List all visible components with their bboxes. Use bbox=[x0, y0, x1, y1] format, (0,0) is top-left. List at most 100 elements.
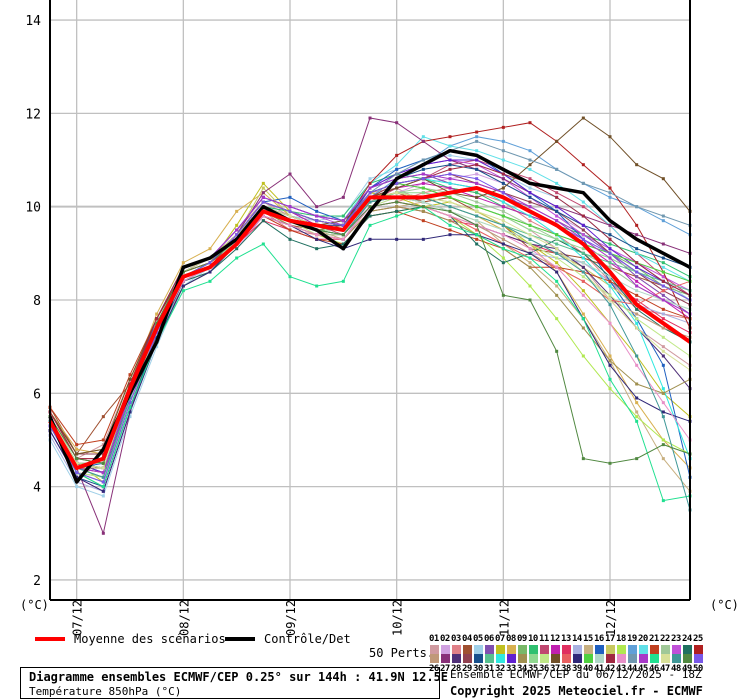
member-point bbox=[661, 391, 665, 395]
member-point bbox=[395, 205, 399, 209]
member-point bbox=[528, 219, 532, 223]
member-point bbox=[368, 186, 372, 190]
member-point bbox=[555, 261, 559, 265]
member-point bbox=[608, 191, 612, 195]
x-tick-label: 07/12 bbox=[71, 600, 85, 636]
member-point bbox=[581, 293, 585, 297]
member-point bbox=[635, 317, 639, 321]
member-point bbox=[368, 181, 372, 185]
member-point bbox=[635, 326, 639, 330]
member-point bbox=[528, 233, 532, 237]
member-point bbox=[448, 219, 452, 223]
member-point bbox=[555, 205, 559, 209]
member-point bbox=[501, 256, 505, 260]
member-swatch-50 bbox=[694, 654, 703, 663]
member-point bbox=[528, 167, 532, 171]
member-point bbox=[608, 298, 612, 302]
member-number: 07 bbox=[495, 634, 505, 644]
member-point bbox=[501, 191, 505, 195]
x-tick-label: 08/12 bbox=[177, 600, 191, 636]
member-point bbox=[368, 223, 372, 227]
member-point bbox=[501, 293, 505, 297]
member-point bbox=[288, 275, 292, 279]
member-number: 36 bbox=[539, 664, 549, 674]
member-point bbox=[395, 181, 399, 185]
member-point bbox=[635, 401, 639, 405]
member-number: 20 bbox=[638, 634, 648, 644]
member-number: 45 bbox=[638, 664, 648, 674]
control-legend-label: Contrôle/Det bbox=[264, 632, 351, 646]
member-point bbox=[555, 251, 559, 255]
y-tick-label: 12 bbox=[25, 107, 41, 122]
member-point bbox=[555, 349, 559, 353]
member-point bbox=[528, 242, 532, 246]
member-point bbox=[528, 237, 532, 241]
member-point bbox=[315, 219, 319, 223]
member-line-22 bbox=[49, 187, 691, 478]
member-point bbox=[635, 396, 639, 400]
member-point bbox=[608, 265, 612, 269]
member-swatch-19 bbox=[628, 645, 637, 654]
member-point bbox=[128, 410, 132, 414]
member-point bbox=[261, 214, 265, 218]
axes: 2 4 6 8 10 12 14 07/12 08/12 09/12 10/12 11/12 12/12 bbox=[25, 0, 691, 636]
chart-subtitle: Température 850hPa (°C) bbox=[29, 685, 182, 698]
y-tick-label: 2 bbox=[33, 574, 41, 589]
member-swatch-33 bbox=[507, 654, 516, 663]
member-point bbox=[475, 228, 479, 232]
member-point bbox=[581, 181, 585, 185]
member-point bbox=[528, 247, 532, 251]
member-point bbox=[341, 195, 345, 199]
member-point bbox=[128, 396, 132, 400]
member-point bbox=[528, 200, 532, 204]
member-point bbox=[608, 359, 612, 363]
member-point bbox=[128, 415, 132, 419]
member-number: 39 bbox=[572, 664, 582, 674]
member-point bbox=[288, 214, 292, 218]
member-point bbox=[395, 209, 399, 213]
member-swatch-42 bbox=[606, 654, 615, 663]
member-swatch-10 bbox=[529, 645, 538, 654]
member-line-04 bbox=[49, 192, 691, 455]
member-number: 19 bbox=[627, 634, 637, 644]
member-number: 23 bbox=[671, 634, 681, 644]
member-line-19 bbox=[49, 136, 691, 469]
member-point bbox=[261, 195, 265, 199]
member-point bbox=[448, 158, 452, 162]
member-swatch-41 bbox=[595, 654, 604, 663]
member-point bbox=[608, 233, 612, 237]
member-point bbox=[101, 494, 105, 498]
member-point bbox=[661, 438, 665, 442]
member-point bbox=[475, 233, 479, 237]
member-swatch-37 bbox=[551, 654, 560, 663]
member-number: 10 bbox=[528, 634, 538, 644]
control-legend-swatch bbox=[225, 637, 255, 641]
member-point bbox=[341, 223, 345, 227]
member-point bbox=[635, 163, 639, 167]
member-point bbox=[608, 195, 612, 199]
member-point bbox=[635, 382, 639, 386]
member-swatch-25 bbox=[694, 645, 703, 654]
member-point bbox=[101, 471, 105, 475]
member-number: 29 bbox=[462, 664, 472, 674]
member-swatch-35 bbox=[529, 654, 538, 663]
member-point bbox=[581, 261, 585, 265]
member-point bbox=[661, 219, 665, 223]
member-line-44 bbox=[49, 140, 691, 469]
member-point bbox=[128, 405, 132, 409]
member-point bbox=[555, 279, 559, 283]
member-swatch-24 bbox=[683, 645, 692, 654]
member-point bbox=[581, 237, 585, 241]
member-point bbox=[128, 373, 132, 377]
member-swatch-04 bbox=[463, 645, 472, 654]
run-info: Ensemble ECMWF/CEP du 06/12/2025 - 18Z bbox=[450, 668, 702, 681]
member-point bbox=[635, 251, 639, 255]
member-number: 49 bbox=[682, 664, 692, 674]
member-point bbox=[661, 289, 665, 293]
member-point bbox=[555, 265, 559, 269]
member-point bbox=[75, 485, 79, 489]
member-swatch-49 bbox=[683, 654, 692, 663]
member-point bbox=[581, 279, 585, 283]
member-point bbox=[315, 233, 319, 237]
member-point bbox=[101, 461, 105, 465]
